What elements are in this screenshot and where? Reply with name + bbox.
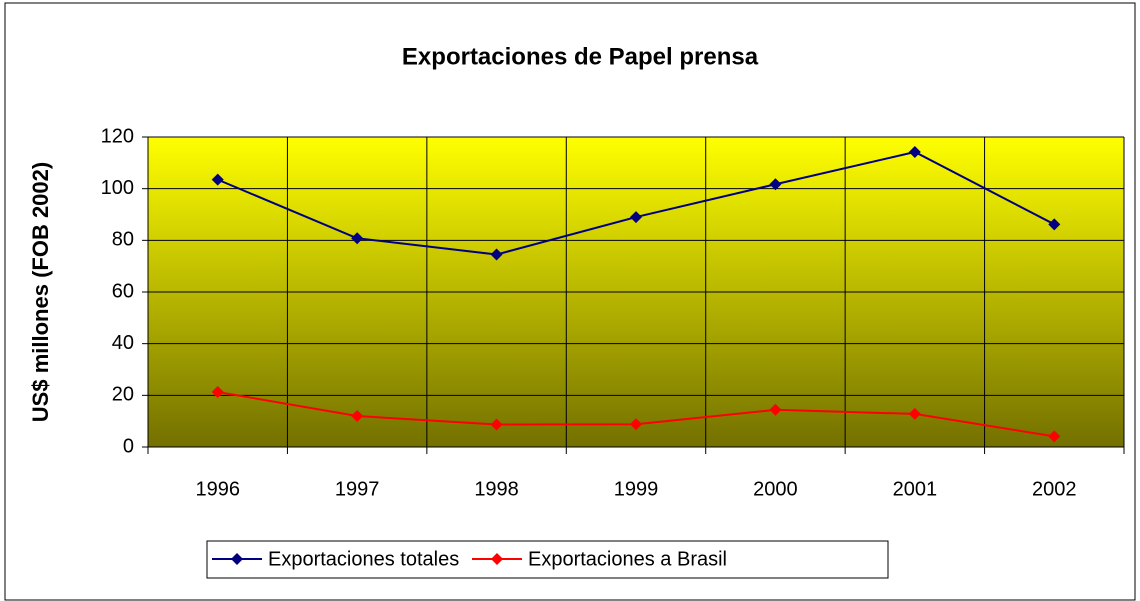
marker xyxy=(490,248,503,261)
y-tick-label: 0 xyxy=(123,435,134,457)
x-tick-label: 2002 xyxy=(1032,478,1077,500)
marker xyxy=(630,418,642,431)
x-tick-label: 1998 xyxy=(474,478,519,500)
x-tick-label: 2001 xyxy=(893,478,938,500)
marker xyxy=(1048,218,1061,231)
marker xyxy=(908,407,921,420)
y-tick-label: 80 xyxy=(112,229,134,251)
legend-label: Exportaciones totales xyxy=(268,548,459,570)
legend-marker xyxy=(231,553,243,565)
marker xyxy=(211,385,224,398)
legend xyxy=(206,540,889,579)
marker xyxy=(769,403,782,416)
marker xyxy=(1048,430,1061,443)
marker xyxy=(211,173,224,186)
y-tick-label: 40 xyxy=(112,332,134,354)
x-tick-label: 1999 xyxy=(614,478,659,500)
y-tick-label: 120 xyxy=(101,125,134,147)
marker xyxy=(351,232,364,245)
x-tick-label: 2000 xyxy=(753,478,798,500)
legend-marker xyxy=(491,553,503,565)
y-axis-label: US$ millones (FOB 2002) xyxy=(28,162,53,422)
marker xyxy=(908,145,921,158)
legend-label: Exportaciones a Brasil xyxy=(528,548,727,570)
y-tick-label: 20 xyxy=(112,384,134,406)
marker xyxy=(769,178,782,191)
chart-title: Exportaciones de Papel prensa xyxy=(402,43,759,70)
x-tick-label: 1997 xyxy=(335,478,380,500)
y-tick-label: 100 xyxy=(101,177,134,199)
marker xyxy=(490,418,503,431)
marker xyxy=(630,211,642,224)
x-tick-label: 1996 xyxy=(195,478,240,500)
marker xyxy=(351,410,364,422)
y-tick-label: 60 xyxy=(112,280,134,302)
